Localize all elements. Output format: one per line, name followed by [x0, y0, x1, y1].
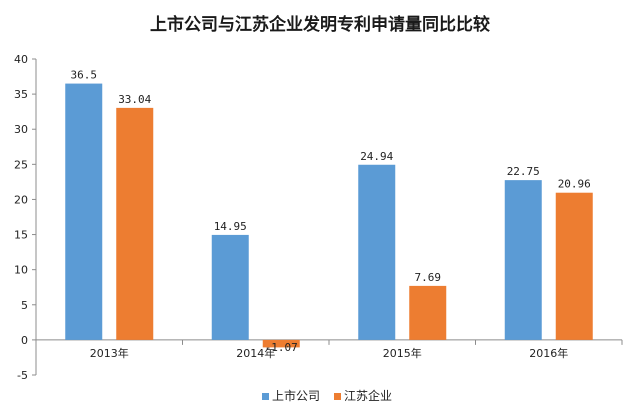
data-label: 20.96 [558, 178, 591, 191]
y-tick-label: 0 [21, 334, 28, 347]
y-tick-label: 10 [14, 264, 28, 277]
legend[interactable]: 上市公司 江苏企业 [262, 388, 392, 403]
legend-swatch [262, 393, 269, 400]
bars [65, 83, 593, 348]
bar[interactable] [211, 234, 249, 340]
bar[interactable] [358, 164, 396, 340]
data-label: 33.04 [118, 93, 151, 106]
legend-label[interactable]: 江苏企业 [344, 388, 392, 403]
chart-title: 上市公司与江苏企业发明专利申请量同比比较 [150, 14, 490, 35]
data-label: 36.5 [71, 69, 98, 82]
legend-label[interactable]: 上市公司 [272, 388, 320, 403]
y-tick-label: 30 [14, 123, 28, 136]
y-tick-label: 15 [14, 229, 28, 242]
bar[interactable] [555, 192, 593, 340]
x-tick-label: 2013年 [90, 346, 129, 360]
legend-swatch [334, 393, 341, 400]
y-tick-label: 5 [21, 299, 28, 312]
data-label: 7.69 [415, 271, 442, 284]
bar[interactable] [409, 285, 447, 340]
x-tick-label: 2015年 [383, 346, 422, 360]
x-tick-label: 2014年 [236, 346, 275, 360]
data-label: -1.07 [265, 341, 298, 354]
y-tick-label: 40 [14, 53, 28, 66]
y-tick-label: 35 [14, 88, 28, 101]
data-label: 14.95 [214, 220, 247, 233]
data-label: 24.94 [360, 150, 393, 163]
bar[interactable] [116, 107, 154, 340]
bar[interactable] [65, 83, 103, 340]
bar[interactable] [504, 180, 542, 340]
y-tick-label: 20 [14, 193, 28, 206]
data-labels: 36.5 14.95 24.94 22.75 33.04 -1.07 7.69 20.96 [71, 69, 591, 354]
x-tick-label: 2016年 [529, 346, 568, 360]
y-tick-label: -5 [17, 369, 28, 382]
data-label: 22.75 [507, 165, 540, 178]
bar[interactable] [262, 339, 300, 348]
y-tick-label: 25 [14, 158, 28, 171]
